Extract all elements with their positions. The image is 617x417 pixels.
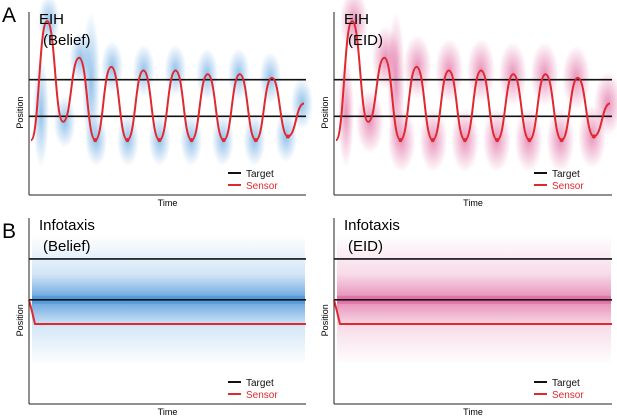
uncertainty-blob bbox=[338, 57, 354, 168]
legend-label-target: Target bbox=[246, 169, 274, 180]
uncertainty-blob bbox=[33, 57, 49, 168]
panel-title: Infotaxis bbox=[39, 217, 95, 234]
panel-title: Infotaxis bbox=[344, 217, 400, 234]
sensor-point bbox=[253, 138, 258, 143]
legend-label-target: Target bbox=[552, 169, 580, 180]
sensor-point bbox=[591, 134, 596, 139]
sensor-point bbox=[221, 138, 226, 143]
panel-subtitle: (Belief) bbox=[43, 32, 91, 49]
sensor-point bbox=[285, 134, 290, 139]
chart-panel-4 bbox=[333, 218, 612, 405]
legend-label-target: Target bbox=[246, 378, 274, 389]
chart-panel-3 bbox=[28, 218, 306, 405]
sensor-point bbox=[157, 138, 162, 143]
panel-title: EIH bbox=[39, 11, 64, 28]
legend-label-sensor: Sensor bbox=[246, 181, 278, 192]
x-axis-label: Time bbox=[463, 198, 483, 208]
sensor-point bbox=[430, 138, 435, 143]
panel-subtitle: (EID) bbox=[348, 238, 383, 255]
sensor-point bbox=[559, 138, 564, 143]
panel-title: EIH bbox=[344, 11, 369, 28]
sensor-point bbox=[495, 138, 500, 143]
y-axis-label: Position bbox=[15, 97, 25, 129]
sensor-point bbox=[189, 138, 194, 143]
sensor-trajectory bbox=[28, 299, 306, 326]
legend-label-target: Target bbox=[552, 378, 580, 389]
legend-label-sensor: Sensor bbox=[552, 181, 584, 192]
sensor-trajectory bbox=[333, 299, 612, 326]
chart-panel-1 bbox=[28, 0, 313, 196]
sensor-point bbox=[125, 138, 130, 143]
y-axis-label: Position bbox=[320, 304, 330, 336]
x-axis-label: Time bbox=[158, 407, 178, 417]
uncertainty-blob bbox=[594, 71, 617, 136]
y-axis-label: Position bbox=[320, 97, 330, 129]
sensor-point bbox=[398, 138, 403, 143]
sensor-point bbox=[462, 138, 467, 143]
panel-letter-b: B bbox=[2, 220, 16, 243]
panel-letter-a: A bbox=[2, 4, 16, 27]
chart-panel-2 bbox=[333, 0, 617, 196]
y-axis-label: Position bbox=[15, 304, 25, 336]
legend-label-sensor: Sensor bbox=[552, 390, 584, 401]
panel-subtitle: (Belief) bbox=[43, 238, 91, 255]
legend-label-sensor: Sensor bbox=[246, 390, 278, 401]
sensor-point bbox=[93, 138, 98, 143]
sensor-point bbox=[527, 138, 532, 143]
x-axis-label: Time bbox=[158, 198, 178, 208]
x-axis-label: Time bbox=[463, 407, 483, 417]
panel-subtitle: (EID) bbox=[348, 32, 383, 49]
